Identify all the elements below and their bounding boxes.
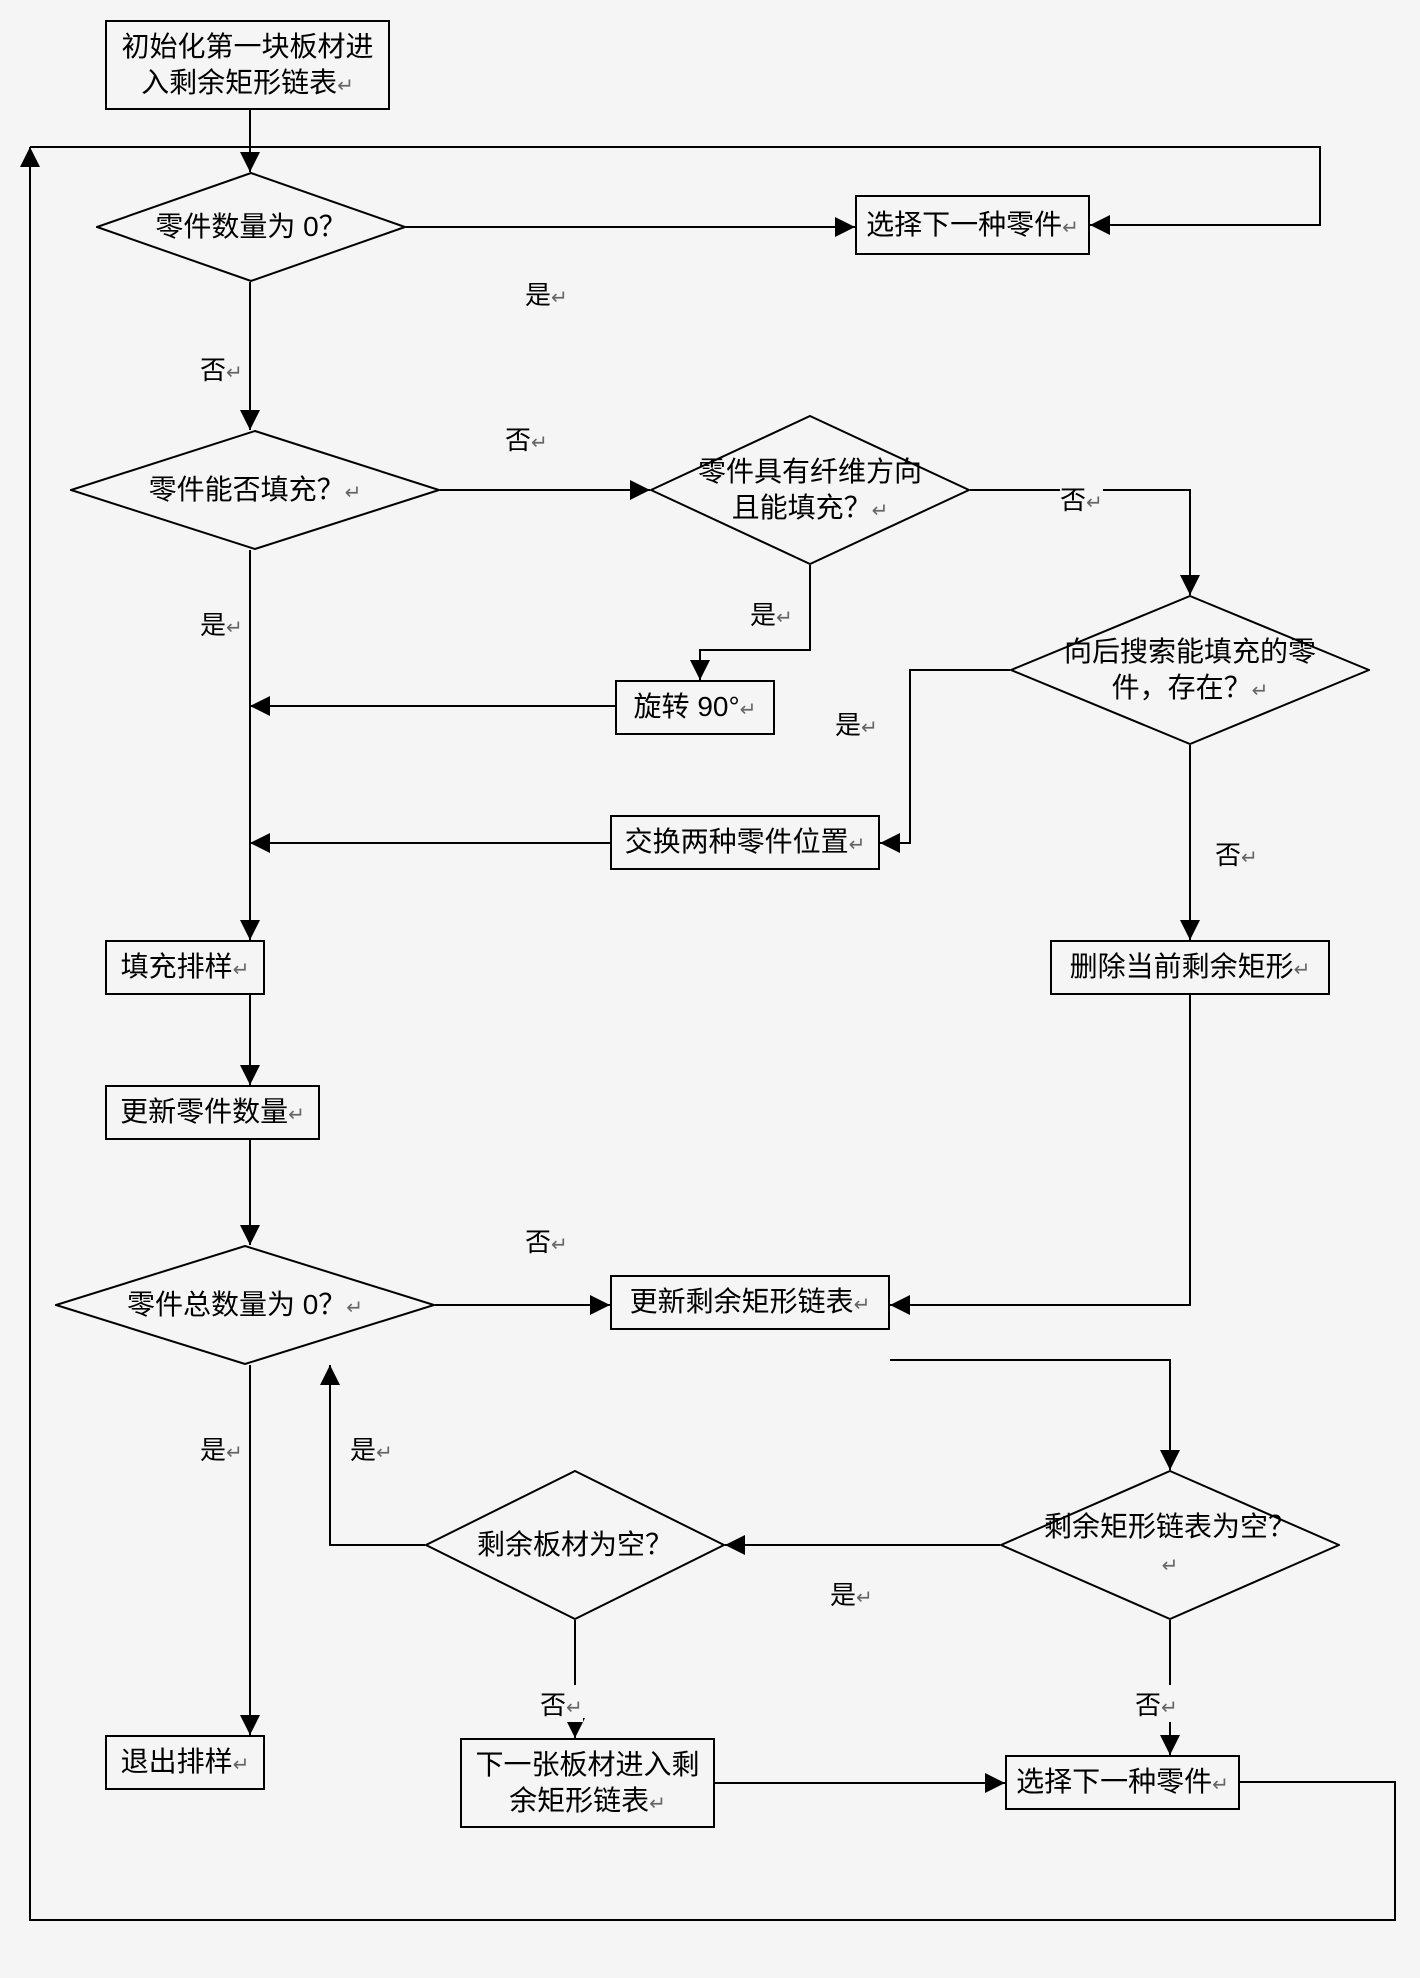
node-d_listemp: 剩余矩形链表为空？↵ [1000,1470,1340,1620]
node-d_empty: 剩余板材为空？ [425,1470,725,1620]
edge-label-l4: 是↵ [200,605,243,642]
edge-label-l8: 否↵ [1215,835,1258,872]
node-d_fiber: 零件具有纤维方向且能填充？↵ [650,415,970,565]
edge-label-l13: 是↵ [830,1575,873,1612]
node-n_updqty: 更新零件数量↵ [105,1085,320,1140]
return-mark: ↵ [531,432,548,454]
return-mark: ↵ [740,699,757,721]
edge-label-l10: 是↵ [200,1430,243,1467]
edge [890,1360,1170,1470]
node-n_nextB: 选择下一种零件↵ [1005,1755,1240,1810]
return-mark: ↵ [849,834,866,856]
return-mark: ↵ [288,1104,305,1126]
node-d_total0: 零件总数量为 0？↵ [55,1245,435,1365]
node-n_init: 初始化第一块板材进入剩余矩形链表↵ [105,20,390,110]
return-mark: ↵ [1294,959,1311,981]
node-label: 填充排样↵ [121,949,250,985]
return-mark: ↵ [345,482,362,504]
node-label: 向后搜索能填充的零件，存在？↵ [1010,595,1370,745]
return-mark: ↵ [861,717,878,739]
edge-label-l2: 否↵ [200,350,243,387]
return-mark: ↵ [233,1754,250,1776]
return-mark: ↵ [872,500,889,522]
node-label: 选择下一种零件↵ [1016,1764,1229,1800]
node-label: 零件能否填充？↵ [70,430,440,550]
node-label: 选择下一种零件↵ [866,207,1079,243]
node-label: 零件具有纤维方向且能填充？↵ [650,415,970,565]
return-mark: ↵ [856,1587,873,1609]
return-mark: ↵ [1162,1555,1179,1577]
node-d_qty0: 零件数量为 0？ [96,172,406,282]
edge [890,995,1190,1305]
edge-label-l12: 否↵ [540,1685,583,1722]
node-label: 剩余矩形链表为空？↵ [1000,1470,1340,1620]
node-d_fill: 零件能否填充？↵ [70,430,440,550]
return-mark: ↵ [649,1793,666,1815]
return-mark: ↵ [226,362,243,384]
node-label: 旋转 90°↵ [634,689,757,725]
node-label: 退出排样↵ [121,1744,250,1780]
node-n_fillnest: 填充排样↵ [105,940,265,995]
return-mark: ↵ [776,607,793,629]
edge [880,670,1010,843]
node-n_delrect: 删除当前剩余矩形↵ [1050,940,1330,995]
edge-label-l6: 否↵ [1060,480,1103,517]
return-mark: ↵ [233,959,250,981]
return-mark: ↵ [1086,492,1103,514]
edge-label-l5: 是↵ [750,595,793,632]
return-mark: ↵ [346,1297,363,1319]
node-label: 删除当前剩余矩形↵ [1070,949,1311,985]
node-n_nextsht: 下一张板材进入剩余矩形链表↵ [460,1738,715,1828]
return-mark: ↵ [854,1294,871,1316]
node-label: 零件总数量为 0？↵ [55,1245,435,1365]
node-label: 更新剩余矩形链表↵ [630,1284,871,1320]
node-n_swap: 交换两种零件位置↵ [610,815,880,870]
edge-label-l9: 否↵ [525,1222,568,1259]
node-label: 剩余板材为空？ [425,1470,725,1620]
node-label: 交换两种零件位置↵ [625,824,866,860]
node-n_updlist: 更新剩余矩形链表↵ [610,1275,890,1330]
return-mark: ↵ [1212,1774,1229,1796]
edge-label-l7: 是↵ [835,705,878,742]
return-mark: ↵ [1241,847,1258,869]
node-n_rot: 旋转 90°↵ [615,680,775,735]
edge-label-l14: 否↵ [1135,1685,1178,1722]
edge-label-l1: 是↵ [525,275,568,312]
node-label: 下一张板材进入剩余矩形链表↵ [466,1747,709,1820]
node-label: 初始化第一块板材进入剩余矩形链表↵ [111,29,384,102]
node-n_nextA: 选择下一种零件↵ [855,195,1090,255]
return-mark: ↵ [1252,680,1269,702]
return-mark: ↵ [376,1442,393,1464]
node-label: 零件数量为 0？ [96,172,406,282]
node-n_exit: 退出排样↵ [105,1735,265,1790]
flowchart-canvas: 初始化第一块板材进入剩余矩形链表↵ 零件数量为 0？ 选择下一种零件↵ 零件能否填充？… [0,0,1420,1978]
edge-label-l11: 是↵ [350,1430,393,1467]
return-mark: ↵ [551,1234,568,1256]
edge-label-l3: 否↵ [505,420,548,457]
node-d_search: 向后搜索能填充的零件，存在？↵ [1010,595,1370,745]
return-mark: ↵ [1062,217,1079,239]
return-mark: ↵ [337,75,354,97]
return-mark: ↵ [566,1697,583,1719]
return-mark: ↵ [226,617,243,639]
return-mark: ↵ [1161,1697,1178,1719]
return-mark: ↵ [226,1442,243,1464]
return-mark: ↵ [551,287,568,309]
node-label: 更新零件数量↵ [120,1094,305,1130]
